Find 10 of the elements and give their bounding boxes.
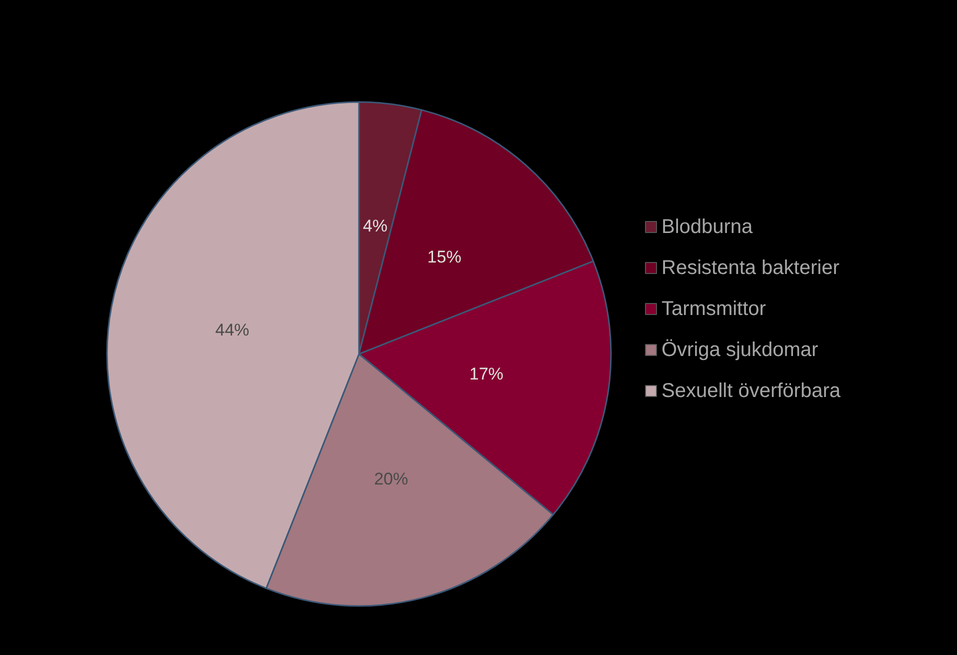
data-label: 17%	[469, 364, 504, 384]
legend-label: Resistenta bakterier	[662, 257, 840, 279]
data-label: 20%	[374, 469, 408, 488]
legend-label: Blodburna	[662, 216, 754, 238]
legend-label: Sexuellt överförbara	[662, 380, 842, 402]
data-label: 4%	[362, 216, 388, 236]
legend-label: Tarmsmittor	[662, 298, 766, 320]
legend-label: Övriga sjukdomar	[662, 339, 819, 361]
data-label: 44%	[215, 320, 250, 340]
data-label: 15%	[427, 248, 462, 267]
